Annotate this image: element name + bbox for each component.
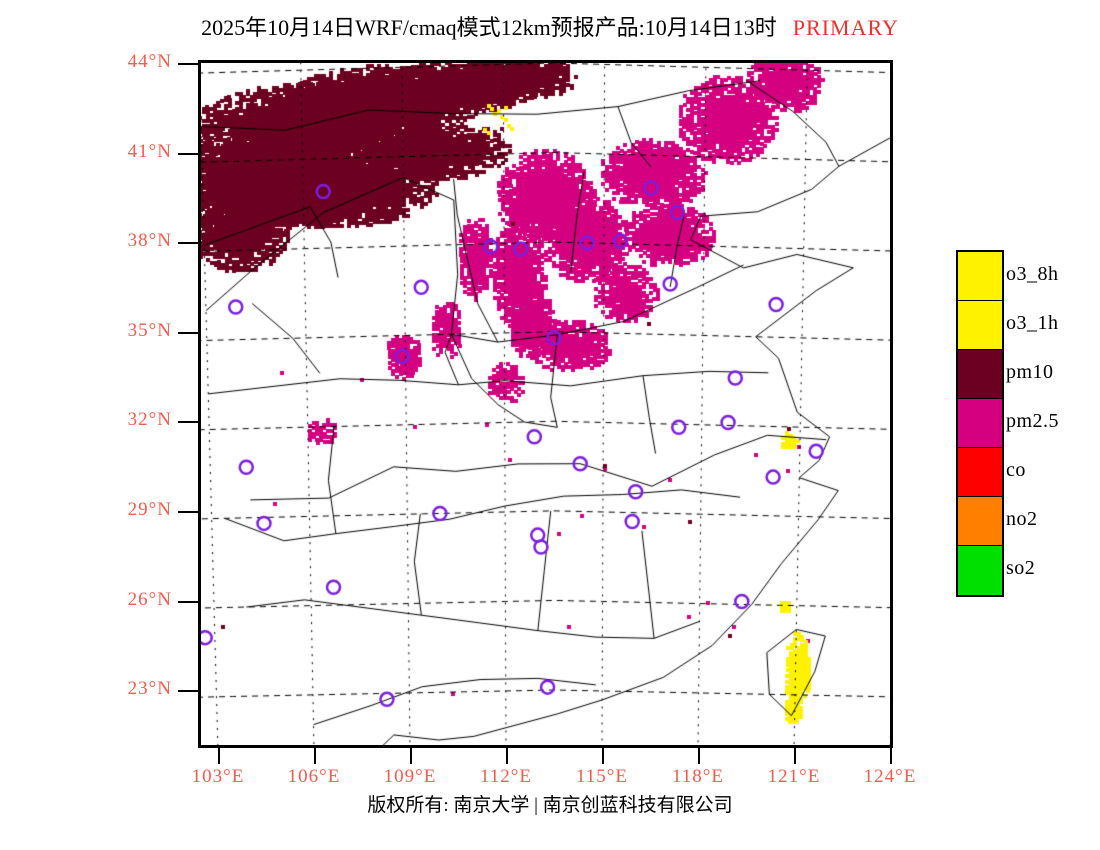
title-main-text: 2025年10月14日WRF/cmaq模式12km预报产品:10月14日13时	[201, 15, 777, 40]
x-axis-label: 106°E	[287, 766, 341, 787]
y-axis-tick	[178, 421, 198, 423]
y-axis-label: 32°N	[127, 409, 172, 430]
legend-label-so2: so2	[1006, 557, 1036, 579]
map-plot-area[interactable]	[198, 60, 893, 748]
x-axis-tick	[218, 748, 220, 764]
legend-swatch-no2[interactable]	[958, 497, 1002, 546]
legend-label-pm2-5: pm2.5	[1006, 410, 1060, 432]
x-axis-tick	[890, 748, 892, 764]
legend-swatch-pm10[interactable]	[958, 350, 1002, 399]
legend-label-o3_1h: o3_1h	[1006, 312, 1059, 334]
y-axis-label: 26°N	[127, 589, 172, 610]
y-axis-tick	[178, 242, 198, 244]
x-axis-label: 121°E	[767, 766, 821, 787]
x-axis-tick	[410, 748, 412, 764]
y-axis-tick	[178, 153, 198, 155]
legend-swatch-pm2-5[interactable]	[958, 399, 1002, 448]
x-axis-label: 115°E	[576, 766, 628, 787]
legend-label-o3_8h: o3_8h	[1006, 263, 1059, 285]
x-axis-tick	[602, 748, 604, 764]
x-axis-tick	[506, 748, 508, 764]
legend-swatch-so2[interactable]	[958, 546, 1002, 595]
x-axis-tick	[314, 748, 316, 764]
y-axis-label: 23°N	[127, 678, 172, 699]
copyright-footer: 版权所有: 南京大学 | 南京创蓝科技有限公司	[367, 795, 733, 816]
x-axis-tick	[794, 748, 796, 764]
y-axis-tick	[178, 511, 198, 513]
y-axis-label: 29°N	[127, 499, 172, 520]
x-axis-label: 118°E	[672, 766, 724, 787]
page-title: 2025年10月14日WRF/cmaq模式12km预报产品:10月14日13时 P…	[0, 10, 1100, 40]
x-axis-label: 103°E	[191, 766, 245, 787]
legend-label-no2: no2	[1006, 508, 1038, 530]
y-axis-tick	[178, 690, 198, 692]
map-canvas[interactable]	[201, 63, 890, 745]
x-axis-label: 124°E	[863, 766, 917, 787]
x-axis-label: 109°E	[383, 766, 437, 787]
legend-swatch-co[interactable]	[958, 448, 1002, 497]
y-axis-tick	[178, 63, 198, 65]
x-axis-label: 112°E	[480, 766, 532, 787]
y-axis-label: 38°N	[127, 230, 172, 251]
x-axis-tick	[698, 748, 700, 764]
title-primary-badge: PRIMARY	[792, 15, 899, 40]
y-axis-tick	[178, 332, 198, 334]
legend-swatch-o3_1h[interactable]	[958, 301, 1002, 350]
y-axis-tick	[178, 601, 198, 603]
legend-swatch-o3_8h[interactable]	[958, 252, 1002, 301]
legend-label-pm10: pm10	[1006, 361, 1054, 383]
legend-label-co: co	[1006, 459, 1026, 481]
legend-colorbar[interactable]	[956, 250, 1004, 597]
y-axis-label: 41°N	[127, 141, 172, 162]
y-axis-label: 44°N	[127, 51, 172, 72]
y-axis-label: 35°N	[127, 320, 172, 341]
